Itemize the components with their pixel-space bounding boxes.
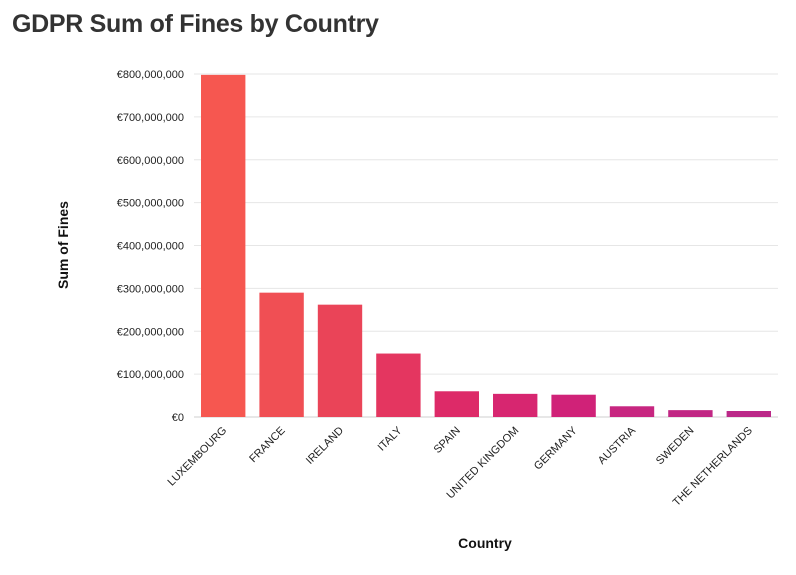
bars: [201, 74, 771, 418]
y-tick-label: €800,000,000: [117, 69, 184, 81]
bar-germany: [551, 394, 596, 417]
bar-austria: [609, 406, 655, 417]
y-tick-label: €400,000,000: [117, 241, 184, 253]
y-tick-label: €600,000,000: [117, 155, 184, 167]
bar-luxembourg: [201, 74, 246, 418]
x-tick-label: SWEDEN: [654, 425, 697, 468]
x-tick-label: ITALY: [376, 424, 405, 453]
bar-united-kingdom: [493, 393, 538, 417]
x-tick-label: FRANCE: [247, 425, 287, 465]
y-tick-label: €700,000,000: [117, 112, 184, 124]
y-tick-label: €100,000,000: [117, 369, 184, 381]
bar-italy: [376, 353, 421, 417]
bar-france: [259, 292, 304, 417]
bar-sweden: [668, 410, 713, 417]
bar-ireland: [317, 304, 363, 417]
y-axis-ticks: €0 €100,000,000 €200,000,000 €300,000,000 €4…: [117, 69, 184, 424]
y-tick-label: €0: [172, 412, 184, 424]
x-tick-label: GERMANY: [532, 424, 580, 472]
x-axis-title: Country: [458, 535, 512, 551]
x-tick-label: SPAIN: [432, 425, 463, 456]
chart-title: GDPR Sum of Fines by Country: [12, 10, 379, 38]
y-tick-label: €500,000,000: [117, 198, 184, 210]
y-tick-label: €300,000,000: [117, 283, 184, 295]
y-axis-title: Sum of Fines: [55, 201, 71, 289]
x-axis-ticks: LUXEMBOURG FRANCE IRELAND ITALY SPAINUNITED …: [166, 424, 755, 509]
x-tick-label: LUXEMBOURG: [166, 425, 230, 489]
x-tick-label: IRELAND: [304, 425, 346, 467]
x-tick-label: AUSTRIA: [596, 424, 639, 467]
bar-the-netherlands: [726, 410, 771, 417]
y-tick-label: €200,000,000: [117, 326, 184, 338]
bar-spain: [434, 391, 479, 417]
